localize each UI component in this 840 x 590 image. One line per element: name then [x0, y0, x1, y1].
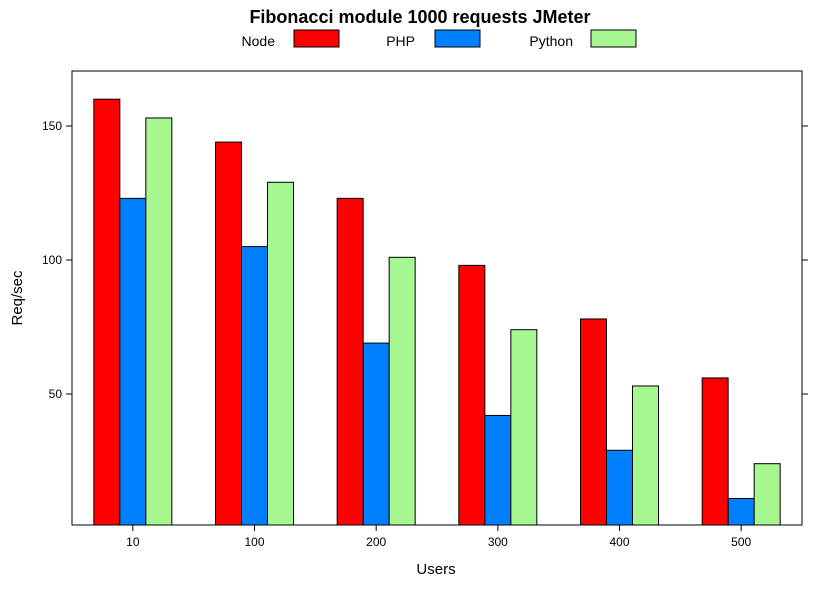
- bar-php-10: [119, 197, 147, 526]
- bar-php-400: [606, 449, 633, 526]
- bar-node-500: [701, 377, 729, 526]
- bar-python-500: [753, 463, 781, 526]
- x-tick-label: 500: [731, 535, 751, 549]
- bar-php-300: [484, 414, 512, 526]
- legend-swatch-node: [293, 29, 340, 48]
- y-tick-label: 150: [42, 119, 62, 133]
- legend-label-php: PHP: [386, 33, 415, 49]
- y-tick-label: 50: [49, 387, 63, 401]
- bar-node-400: [580, 318, 607, 526]
- legend-swatch-php: [434, 29, 481, 48]
- x-tick-label: 100: [244, 535, 264, 549]
- x-axis-label: Users: [416, 561, 455, 578]
- bar-python-10: [145, 117, 173, 526]
- bar-node-300: [458, 264, 486, 526]
- y-axis: 50 100 150: [42, 119, 808, 401]
- legend-label-python: Python: [529, 33, 573, 49]
- x-tick-label: 10: [126, 535, 140, 549]
- bar-python-100: [267, 181, 294, 526]
- y-tick-label: 100: [42, 253, 62, 267]
- x-axis: 10 100 200 300 400 500: [126, 525, 751, 549]
- plot-frame: [71, 70, 803, 526]
- bar-php-100: [241, 246, 268, 526]
- x-tick-label: 200: [366, 535, 386, 549]
- bar-node-200: [336, 197, 364, 526]
- chart-title: Fibonacci module 1000 requests JMeter: [249, 7, 590, 27]
- legend: Node PHP Python: [242, 29, 637, 49]
- legend-label-node: Node: [242, 33, 276, 49]
- y-axis-label: Req/sec: [9, 270, 26, 326]
- bar-python-300: [510, 329, 538, 526]
- bar-node-10: [93, 98, 121, 526]
- x-tick-label: 400: [609, 535, 629, 549]
- bar-php-200: [362, 342, 390, 526]
- bars: [93, 98, 781, 526]
- bar-python-200: [388, 256, 416, 526]
- legend-swatch-python: [590, 29, 637, 48]
- x-tick-label: 300: [488, 535, 508, 549]
- bar-node-100: [215, 141, 242, 526]
- bar-python-400: [632, 385, 659, 526]
- bar-php-500: [727, 498, 755, 526]
